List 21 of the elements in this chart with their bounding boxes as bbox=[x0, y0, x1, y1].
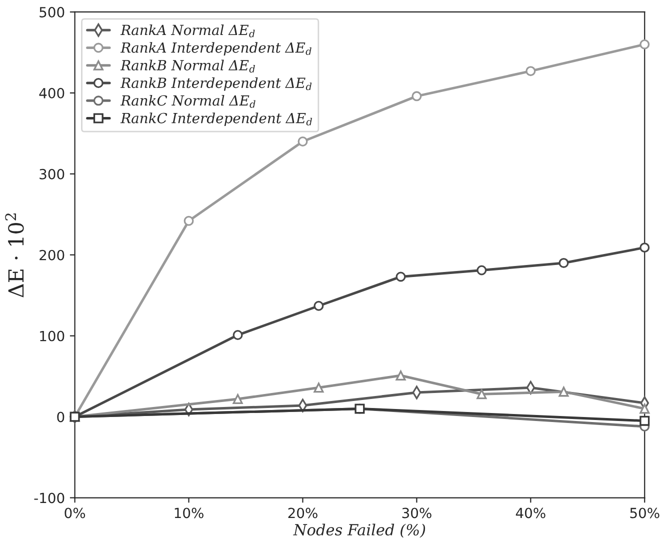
x-tick-label: 0% bbox=[64, 508, 86, 518]
legend-label: RankA Interdependent ΔE$_{d}$ bbox=[120, 42, 312, 56]
y-tick-label: 0 bbox=[57, 412, 64, 422]
y-tick-label: 500 bbox=[40, 6, 64, 18]
legend-label: RankC Normal ΔE$_{d}$ bbox=[120, 94, 256, 108]
legend-label: RankA Normal ΔE$_{d}$ bbox=[120, 24, 255, 38]
legend-label: RankB Normal ΔE$_{d}$ bbox=[120, 60, 255, 73]
legend-label: RankC Interdependent ΔE$_{d}$ bbox=[120, 112, 312, 126]
x-tick-label: 50% bbox=[630, 508, 660, 518]
y-tick-label: 200 bbox=[40, 250, 64, 260]
x-tick-label: 10% bbox=[174, 508, 204, 518]
legend-label: RankB Interdependent ΔE$_{d}$ bbox=[120, 77, 312, 91]
x-tick-label: 20% bbox=[288, 508, 318, 518]
y-axis-title: ΔE · 10$^{2}$ bbox=[5, 214, 24, 298]
x-tick-label: 40% bbox=[516, 508, 546, 518]
y-tick-label: -100 bbox=[34, 492, 64, 504]
y-tick-label: 100 bbox=[40, 330, 64, 342]
y-tick-label: 300 bbox=[40, 168, 64, 180]
x-tick-label: 30% bbox=[402, 508, 432, 518]
x-axis-title: Nodes Failed (%) bbox=[293, 524, 426, 538]
y-tick-label: 400 bbox=[39, 88, 64, 98]
